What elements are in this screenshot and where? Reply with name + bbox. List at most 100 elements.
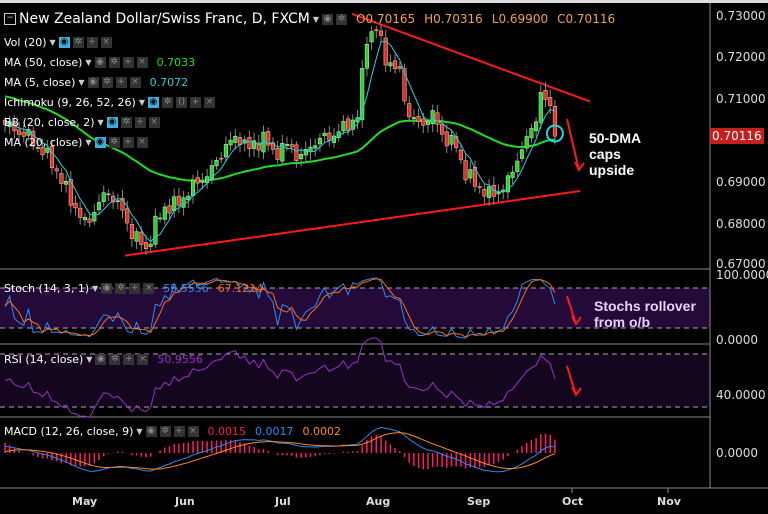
indicator-label[interactable]: Ichimoku (9, 26, 52, 26) — [4, 96, 136, 109]
candle — [538, 92, 543, 123]
rsi-label[interactable]: RSI (14, close) — [4, 353, 84, 366]
macd-label[interactable]: MACD (12, 26, close, 9) — [4, 425, 134, 438]
eye-icon[interactable]: ◉ — [94, 137, 106, 148]
add-icon[interactable]: + — [115, 77, 127, 88]
candle — [341, 121, 346, 132]
chevron-down-icon[interactable]: ▼ — [49, 38, 56, 47]
candle — [350, 119, 355, 130]
candle — [425, 121, 431, 125]
candle — [449, 135, 454, 145]
candle — [393, 60, 398, 69]
chevron-down-icon[interactable]: ▼ — [138, 98, 145, 107]
candle — [181, 197, 186, 208]
candle — [73, 202, 78, 209]
close-icon[interactable]: × — [136, 137, 148, 148]
candle — [402, 68, 407, 102]
eye-icon[interactable]: ◉ — [145, 426, 157, 437]
candle — [416, 116, 421, 122]
candle — [487, 186, 492, 198]
chevron-down-icon[interactable]: ▼ — [86, 355, 93, 364]
candle — [115, 200, 120, 203]
close-icon[interactable]: × — [148, 117, 160, 128]
chevron-down-icon[interactable]: ▼ — [78, 78, 85, 87]
add-icon[interactable]: + — [129, 283, 141, 294]
collapse-icon[interactable]: − — [4, 13, 16, 25]
macd-line — [4, 426, 555, 473]
symbol-legend: − New Zealand Dollar/Swiss Franc, D, FXC… — [4, 11, 615, 27]
gear-icon[interactable]: ✲ — [120, 117, 132, 128]
eye-icon[interactable]: ◉ — [87, 77, 99, 88]
stoch-k-line — [4, 277, 556, 339]
symbol-title[interactable]: New Zealand Dollar/Swiss Franc, D, FXCM — [19, 11, 310, 27]
candle — [49, 146, 55, 168]
eye-icon[interactable]: ◉ — [101, 283, 113, 294]
candle — [143, 242, 149, 250]
candle — [360, 68, 365, 121]
indicator-label[interactable]: Vol (20) — [4, 36, 47, 49]
gear-icon[interactable]: ✲ — [161, 97, 173, 108]
add-icon[interactable]: + — [134, 117, 146, 128]
indicator-label[interactable]: MA (50, close) — [4, 56, 83, 69]
indicator-label[interactable]: MA (20, close) — [4, 136, 83, 149]
eye-icon[interactable]: ◉ — [322, 13, 334, 25]
stoch-d-value: 67.1214 — [217, 282, 264, 295]
x-tick: Aug — [366, 495, 391, 508]
chevron-down-icon[interactable]: ▼ — [92, 284, 99, 293]
gear-icon[interactable]: ✲ — [72, 37, 84, 48]
close-icon[interactable]: × — [143, 283, 155, 294]
eye-icon[interactable]: ◉ — [94, 57, 106, 68]
close-icon[interactable]: × — [137, 354, 149, 365]
close-icon[interactable]: × — [203, 97, 215, 108]
candle — [322, 132, 327, 137]
gear-icon[interactable]: ✲ — [159, 426, 171, 437]
add-icon[interactable]: + — [86, 37, 98, 48]
x-tick: Jun — [175, 495, 195, 508]
close-icon[interactable]: × — [187, 426, 199, 437]
gear-icon[interactable]: ✲ — [109, 354, 121, 365]
x-tick: Nov — [657, 495, 681, 508]
candle — [172, 196, 177, 211]
eye-icon[interactable]: ◉ — [95, 354, 107, 365]
stoch-label[interactable]: Stoch (14, 3, 1) — [4, 282, 90, 295]
close-icon[interactable]: × — [136, 57, 148, 68]
indicator-value: 0.7072 — [149, 76, 189, 89]
indicator-legend: Ichimoku (9, 26, 52, 26) ▼ ◉ ✲() + × — [4, 96, 224, 109]
candle — [153, 215, 158, 245]
add-icon[interactable]: + — [189, 97, 201, 108]
chevron-down-icon[interactable]: ▼ — [85, 58, 92, 67]
chevron-down-icon[interactable]: ▼ — [136, 427, 143, 436]
candle — [468, 169, 473, 179]
eye-icon[interactable]: ◉ — [58, 37, 70, 48]
gear-icon[interactable]: ✲ — [108, 57, 120, 68]
close-icon[interactable]: × — [100, 37, 112, 48]
gear-icon[interactable]: ✲ — [336, 13, 348, 25]
indicator-label[interactable]: BB (20, close, 2) — [4, 116, 95, 129]
stoch-tick: 0.0000 — [716, 333, 758, 347]
add-icon[interactable]: + — [122, 137, 134, 148]
gear-icon[interactable]: ✲ — [108, 137, 120, 148]
chevron-down-icon[interactable]: ▼ — [312, 14, 320, 24]
eye-icon[interactable]: ◉ — [147, 97, 159, 108]
stoch-k-value: 55.5556 — [163, 282, 209, 295]
close-icon[interactable]: × — [129, 77, 141, 88]
candle — [21, 131, 26, 137]
add-icon[interactable]: + — [122, 57, 134, 68]
eye-icon[interactable]: ◉ — [106, 117, 118, 128]
candle — [139, 231, 144, 245]
stoch-d-line — [4, 278, 556, 338]
add-icon[interactable]: + — [173, 426, 185, 437]
candle — [454, 136, 459, 148]
chevron-down-icon[interactable]: ▼ — [97, 118, 104, 127]
indicator-label[interactable]: MA (5, close) — [4, 76, 76, 89]
candle — [54, 168, 59, 172]
braces-icon[interactable]: () — [175, 97, 187, 108]
chevron-down-icon[interactable]: ▼ — [85, 138, 92, 147]
add-icon[interactable]: + — [123, 354, 135, 365]
gear-icon[interactable]: ✲ — [115, 283, 127, 294]
candle — [440, 123, 445, 135]
macd-signal-line — [4, 432, 556, 470]
indicator-legend: MA (5, close) ▼ ◉ ✲ + × 0.7072 — [4, 76, 188, 89]
stoch-annotation: Stochs rollover from o/b — [594, 298, 696, 330]
candle — [247, 137, 252, 150]
gear-icon[interactable]: ✲ — [101, 77, 113, 88]
